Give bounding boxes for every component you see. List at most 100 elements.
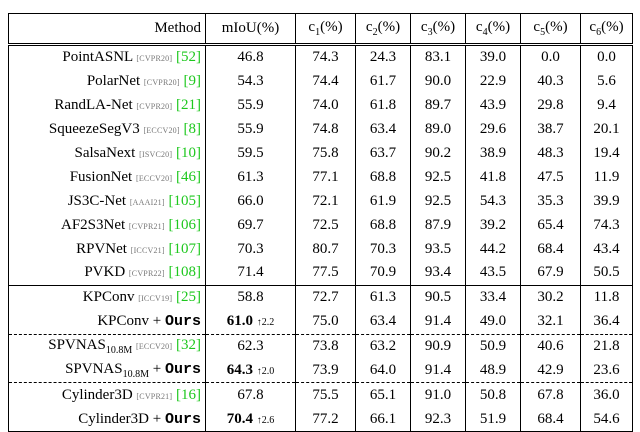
class-value: 38.7 xyxy=(520,117,581,142)
class-value: 91.4 xyxy=(410,358,466,383)
class-value: 50.8 xyxy=(465,382,521,408)
miou-value: 64.3 xyxy=(226,362,253,379)
miou-cell: 64.3 ↑2.0 xyxy=(205,358,296,383)
class-value: 90.9 xyxy=(410,334,466,359)
miou-value: 70.4 xyxy=(226,410,253,427)
miou-cell: 54.3 xyxy=(205,69,296,94)
class-sub: 6 xyxy=(596,27,602,38)
miou-value: 54.3 xyxy=(237,73,264,90)
miou-delta: ↑2.6 xyxy=(256,414,275,426)
class-value: 0.0 xyxy=(520,44,581,70)
class-value: 22.9 xyxy=(465,69,521,94)
class-value: 70.9 xyxy=(355,261,411,286)
method-sub: 10.8M xyxy=(122,369,150,381)
ours-label: Ours xyxy=(164,410,201,428)
class-value: 43.9 xyxy=(465,93,521,118)
class-value: 68.8 xyxy=(355,165,411,190)
citation: [25] xyxy=(176,289,201,306)
class-value: 49.0 xyxy=(465,309,521,335)
header-class: c6(%) xyxy=(580,13,633,45)
method-cell: FusionNet [ECCV20] [46] xyxy=(8,165,206,190)
miou-cell: 46.8 xyxy=(205,44,296,70)
class-value: 40.6 xyxy=(520,334,581,359)
class-value: 48.3 xyxy=(520,141,581,166)
miou-value: 58.8 xyxy=(237,289,264,306)
class-value: 54.3 xyxy=(465,189,521,214)
venue: [CVPR21] xyxy=(136,391,173,401)
venue: [ICCV19] xyxy=(138,294,173,304)
result-row: KPConv [ICCV19] [25] 58.8 72.7 61.3 90.5 33.4… xyxy=(8,285,633,310)
class-value: 38.9 xyxy=(465,141,521,166)
miou-cell: 58.8 xyxy=(205,285,296,310)
class-unit: (%) xyxy=(432,19,456,35)
method-cell: AF2S3Net [CVPR21] [106] xyxy=(8,213,206,238)
method-name: PolarNet xyxy=(86,73,141,90)
class-label: c xyxy=(533,19,541,35)
method-cell: KPConv + Ours xyxy=(8,309,206,335)
ours-label: Ours xyxy=(164,361,201,379)
miou-value: 55.9 xyxy=(237,121,264,138)
method-cell: PVKD [CVPR22] [108] xyxy=(8,261,206,286)
class-value: 90.0 xyxy=(410,69,466,94)
venue: [CVPR21] xyxy=(128,221,165,231)
class-value: 39.2 xyxy=(465,213,521,238)
class-label: c xyxy=(420,19,428,35)
result-row: SPVNAS10.8M [ECCV20] [32] 62.3 73.8 63.2 90.… xyxy=(8,334,633,359)
venue: [ICCV21] xyxy=(130,245,165,255)
citation: [9] xyxy=(183,73,202,90)
class-value: 87.9 xyxy=(410,213,466,238)
class-value: 50.9 xyxy=(465,334,521,359)
class-value: 33.4 xyxy=(465,285,521,310)
header-class: c1(%) xyxy=(295,13,356,45)
class-value: 48.9 xyxy=(465,358,521,383)
class-value: 43.5 xyxy=(465,261,521,286)
class-value: 72.5 xyxy=(295,213,356,238)
venue: [CVPR22] xyxy=(128,269,165,279)
class-value: 44.2 xyxy=(465,237,521,262)
class-value: 67.9 xyxy=(520,261,581,286)
miou-value: 69.7 xyxy=(237,216,264,233)
class-value: 23.6 xyxy=(580,358,633,383)
result-row: RPVNet [ICCV21] [107] 70.3 80.7 70.3 93.5 44.… xyxy=(8,237,633,262)
class-value: 77.1 xyxy=(295,165,356,190)
class-label: c xyxy=(365,19,373,35)
method-cell: SqueezeSegV3 [ECCV20] [8] xyxy=(8,117,206,142)
class-value: 83.1 xyxy=(410,44,466,70)
class-value: 35.3 xyxy=(520,189,581,214)
result-row: Cylinder3D + Ours 70.4 ↑2.6 77.2 66.1 92.3 51… xyxy=(8,407,633,432)
method-sub: 10.8M xyxy=(105,345,133,357)
citation: [21] xyxy=(176,97,201,114)
class-value: 72.7 xyxy=(295,285,356,310)
class-value: 41.8 xyxy=(465,165,521,190)
citation: [105] xyxy=(168,192,202,209)
class-value: 39.9 xyxy=(580,189,633,214)
class-value: 68.4 xyxy=(520,237,581,262)
class-value: 80.7 xyxy=(295,237,356,262)
class-value: 0.0 xyxy=(580,44,633,70)
class-value: 42.9 xyxy=(520,358,581,383)
method-cell: SPVNAS10.8M + Ours xyxy=(8,358,206,383)
class-value: 19.4 xyxy=(580,141,633,166)
miou-value: 59.5 xyxy=(237,145,264,161)
result-row: SalsaNext [ISVC20] [10] 59.5 75.8 63.7 90.2 3… xyxy=(8,141,633,166)
class-value: 29.8 xyxy=(520,93,581,118)
miou-delta: ↑2.0 xyxy=(256,366,275,378)
class-value: 50.5 xyxy=(580,261,633,286)
class-value: 90.5 xyxy=(410,285,466,310)
method-name: PVKD xyxy=(84,264,126,281)
class-value: 91.4 xyxy=(410,309,466,335)
class-label: c xyxy=(308,19,316,35)
class-value: 39.0 xyxy=(465,44,521,70)
method-name: RPVNet xyxy=(76,240,127,257)
method-cell: SalsaNext [ISVC20] [10] xyxy=(8,141,206,166)
venue: [AAAI21] xyxy=(129,197,165,207)
method-name: PointASNL xyxy=(62,49,133,66)
miou-cell: 71.4 xyxy=(205,261,296,286)
class-value: 66.1 xyxy=(355,407,411,432)
class-value: 63.4 xyxy=(355,309,411,335)
miou-cell: 70.3 xyxy=(205,237,296,262)
class-value: 75.5 xyxy=(295,382,356,408)
row-group: SPVNAS10.8M [ECCV20] [32] 62.3 73.8 63.2 90.… xyxy=(8,334,633,383)
miou-value: 61.0 xyxy=(226,313,253,330)
class-value: 73.8 xyxy=(295,334,356,359)
